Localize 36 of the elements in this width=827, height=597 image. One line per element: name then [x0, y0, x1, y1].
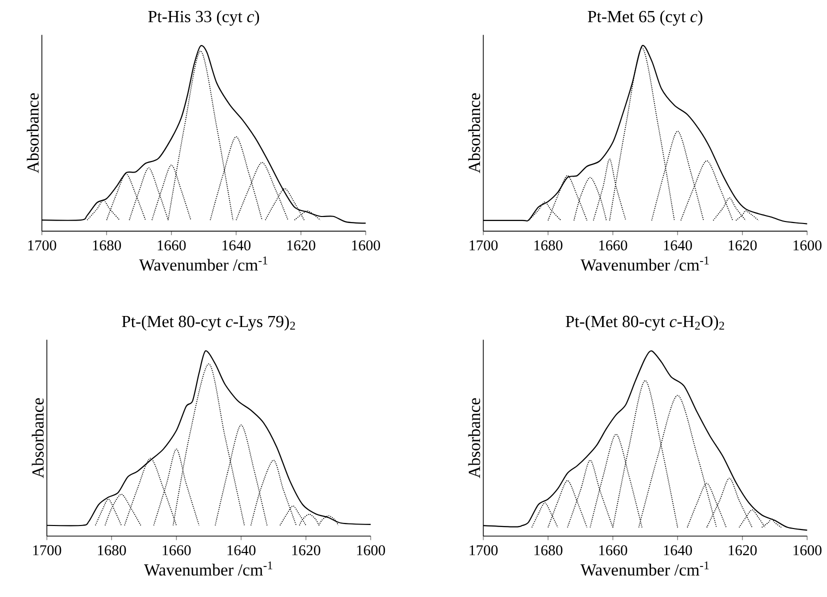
- x-tick-label: 1620: [292, 545, 320, 556]
- x-tick-label: 1700: [470, 240, 498, 250]
- x-tick-label: 1700: [28, 240, 56, 250]
- x-tick-label: 1660: [599, 545, 628, 556]
- x-tick-label: 1620: [287, 240, 316, 250]
- chart-title: Pt-His 33 (cyt c): [148, 10, 260, 26]
- x-tick-label: 1680: [534, 240, 562, 250]
- x-tick-label: 1600: [794, 545, 822, 556]
- x-tick-label: 1700: [470, 545, 498, 556]
- x-tick-label: 1700: [33, 545, 62, 556]
- x-axis-title: Wavenumber /cm$^{-1}$: [139, 256, 268, 271]
- x-axis-title: Wavenumber /cm$^{-1}$: [580, 256, 709, 271]
- x-tick-label: 1660: [158, 240, 186, 250]
- x-tick-label: 1660: [162, 545, 191, 556]
- y-axis-title: Absorbance: [26, 93, 39, 174]
- x-tick-label: 1620: [728, 240, 757, 250]
- x-tick-label: 1680: [534, 545, 562, 556]
- x-tick-label: 1640: [664, 240, 692, 250]
- chart-title: Pt-(Met 80-cyt c-Lys 79)$_{2}$: [122, 315, 295, 331]
- x-tick-label: 1640: [222, 240, 250, 250]
- x-tick-label: 1640: [228, 545, 256, 556]
- x-tick-label: 1680: [93, 240, 121, 250]
- y-axis-title: Absorbance: [32, 398, 44, 478]
- chart-title: Pt-Met 65 (cyt c): [588, 10, 702, 26]
- x-tick-label: 1600: [352, 240, 380, 250]
- x-tick-label: 1660: [599, 240, 628, 250]
- chart-title: Pt-(Met 80-cyt c-H$_{2}$O)$_{2}$: [566, 315, 724, 331]
- x-axis-title: Wavenumber /cm$^{-1}$: [580, 561, 709, 576]
- y-axis-title: Absorbance: [468, 398, 480, 478]
- x-tick-label: 1600: [794, 240, 822, 250]
- x-tick-label: 1600: [357, 545, 386, 556]
- y-axis-title: Absorbance: [468, 93, 480, 174]
- x-tick-label: 1640: [664, 545, 692, 556]
- x-axis-title: Wavenumber /cm$^{-1}$: [144, 561, 272, 576]
- x-tick-label: 1620: [728, 545, 757, 556]
- x-tick-label: 1680: [98, 545, 126, 556]
